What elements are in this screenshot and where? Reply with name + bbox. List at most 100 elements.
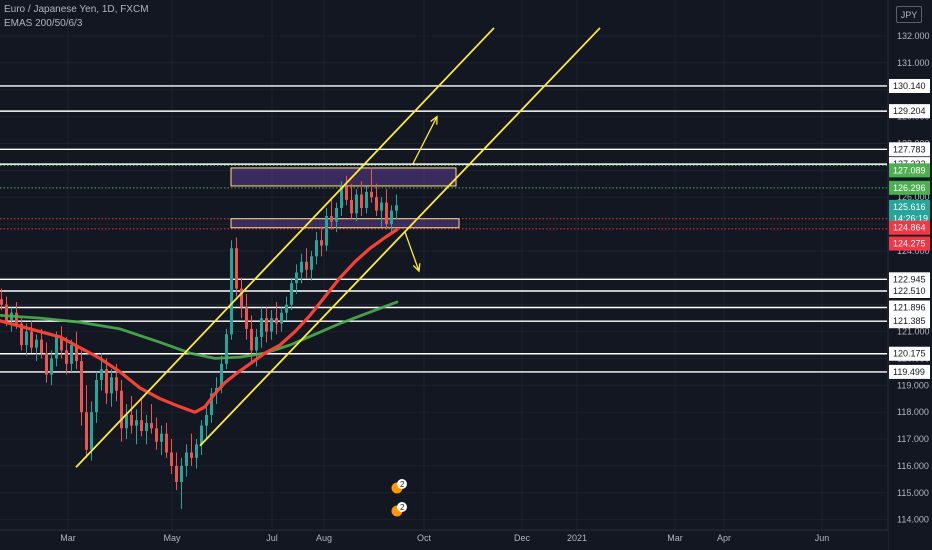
price-tag-label: 125.616 <box>893 202 926 212</box>
candle-body <box>225 334 228 364</box>
candle-body <box>255 336 258 351</box>
event-markers[interactable]: 2 2 1 <box>390 479 412 518</box>
candle-body <box>45 353 48 375</box>
time-tick-label: Mar <box>667 533 683 543</box>
candle-body <box>50 358 53 375</box>
currency-label[interactable]: JPY <box>896 6 922 23</box>
price-tick-label: 124.000 <box>897 246 930 256</box>
indicator-legend[interactable]: EMAS 200/50/6/3 <box>4 18 83 29</box>
candle-body <box>15 312 18 324</box>
price-tag-label: 127.783 <box>893 144 926 154</box>
price-tag <box>889 300 930 315</box>
price-tick-label: 119.000 <box>897 380 929 390</box>
event-marker[interactable]: 2 <box>390 479 407 495</box>
candle-body <box>310 256 313 270</box>
candle-body <box>300 261 303 273</box>
ema-lines <box>0 227 399 414</box>
range-box <box>230 167 457 187</box>
price-tag-label: 130.140 <box>893 81 926 91</box>
candle-body <box>165 433 168 453</box>
candle-body <box>395 205 398 211</box>
candle-body <box>75 345 78 362</box>
price-tick-label: 117.000 <box>897 434 929 444</box>
marker-label: 2 <box>400 480 405 489</box>
price-tag <box>889 163 930 178</box>
price-axis[interactable]: 114.000 115.000 116.000 117.000 118.000 119.0… <box>887 0 932 550</box>
price-tick-label: 118.000 <box>897 407 929 417</box>
ema-fast-line <box>0 227 399 414</box>
price-tick-label: 114.000 <box>897 515 929 525</box>
candle-body <box>40 339 43 354</box>
candle-body <box>275 318 278 324</box>
candle-body <box>340 186 343 208</box>
candle-body <box>100 369 103 380</box>
candle-body <box>140 420 143 431</box>
price-tag <box>889 142 930 157</box>
candle-body <box>120 390 123 429</box>
price-tag-label: 126.296 <box>893 183 926 193</box>
candle-body <box>5 304 8 321</box>
arrow-head <box>412 263 421 273</box>
price-tag <box>889 78 930 93</box>
arrow-head <box>430 115 438 125</box>
candle-body <box>245 307 248 329</box>
channel-line <box>75 27 495 468</box>
candle-body <box>170 452 173 466</box>
candle-body <box>280 312 283 324</box>
candle-body <box>325 216 328 246</box>
candle-body <box>190 452 193 458</box>
candle-body <box>355 194 358 214</box>
price-tag <box>889 104 930 119</box>
price-tag-label: 127.089 <box>893 165 926 175</box>
candle-body <box>360 194 363 208</box>
candle-body <box>240 288 243 308</box>
marker-label: 2 1 <box>400 503 412 512</box>
time-tick-label: Apr <box>717 533 731 543</box>
candle-body <box>145 422 148 431</box>
time-axis[interactable]: Mar May Jul Aug Oct Dec 2021 Mar Apr Jun <box>0 529 888 550</box>
dotted-price-lines <box>0 165 887 230</box>
grid <box>0 0 887 530</box>
candle-body <box>30 331 33 348</box>
candle-body <box>315 240 318 257</box>
price-tag <box>889 199 930 214</box>
price-tag <box>889 364 930 379</box>
price-tick-label: 116.000 <box>897 461 929 471</box>
candle-body <box>150 422 153 429</box>
ema-slow-line <box>0 300 399 360</box>
candle-body <box>195 444 198 458</box>
price-tag-label: 129.204 <box>893 106 926 116</box>
candle-body <box>85 412 88 450</box>
candle-body <box>135 420 138 426</box>
time-tick-label: Dec <box>514 533 531 543</box>
event-marker[interactable]: 2 1 <box>390 502 412 518</box>
range-box <box>230 218 460 229</box>
candle-body <box>60 336 63 351</box>
candle-body <box>110 377 113 394</box>
candle-body <box>320 240 323 246</box>
candle-body <box>65 350 68 364</box>
price-tag-label: 121.385 <box>893 316 926 326</box>
candle-body <box>250 328 253 351</box>
candle-body <box>115 377 118 391</box>
candle-body <box>155 428 158 442</box>
candle-body <box>350 199 353 214</box>
price-tick-label: 132.000 <box>897 31 930 41</box>
price-tag <box>889 272 930 287</box>
candle-body <box>390 210 393 225</box>
candle-body <box>330 216 333 222</box>
price-tag <box>889 346 930 361</box>
candle-body <box>105 369 108 394</box>
time-tick-label: 2021 <box>567 533 587 543</box>
candle-body <box>260 318 263 337</box>
trend-channel <box>75 27 601 468</box>
time-tick-label: Jun <box>815 533 830 543</box>
candle-body <box>230 248 233 335</box>
candle-body <box>95 379 98 413</box>
candle-body <box>285 304 288 313</box>
price-tick-label: 131.000 <box>897 58 930 68</box>
price-tag <box>889 180 930 195</box>
price-tag-label: 14:26:19 <box>893 214 928 224</box>
candle-body <box>70 345 73 364</box>
